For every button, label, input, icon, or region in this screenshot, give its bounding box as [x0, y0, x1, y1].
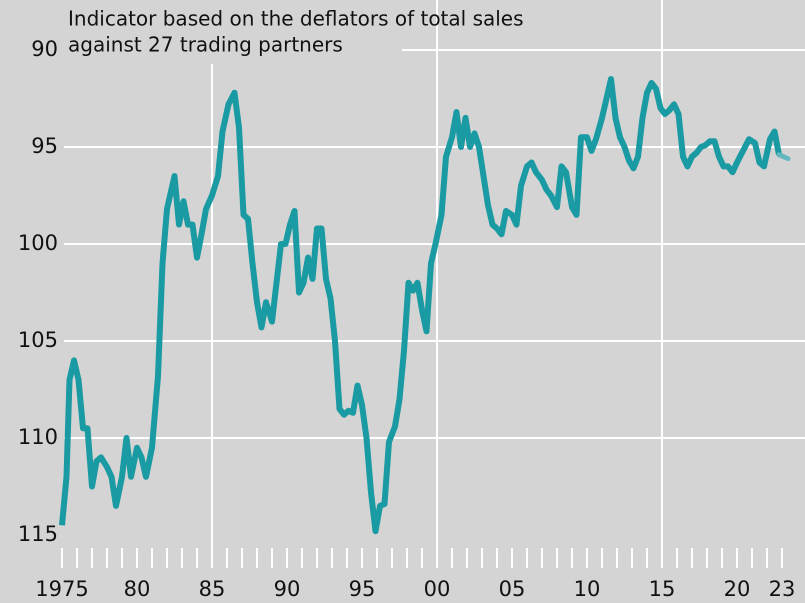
grid: [61, 0, 805, 568]
title-box: [62, 0, 402, 64]
line: [59, 76, 782, 535]
x-tick-label: 20: [724, 577, 751, 601]
chart-title: against 27 trading partners: [68, 33, 343, 57]
y-tick-label: 100: [18, 231, 58, 255]
x-tick-label: 90: [274, 577, 301, 601]
x-tick-label: 05: [499, 577, 526, 601]
y-tick-label: 115: [18, 522, 58, 546]
x-tick-label: 15: [649, 577, 676, 601]
x-tick-label: 1975: [35, 577, 88, 601]
y-tick-label: 95: [31, 134, 58, 158]
y-tick-label: 105: [18, 328, 58, 352]
x-tick-label: 00: [424, 577, 451, 601]
x-tick-label: 95: [349, 577, 376, 601]
x-tick-label: 10: [574, 577, 601, 601]
x-tick-label: 23: [769, 577, 796, 601]
x-tick-label: 85: [199, 577, 226, 601]
x-tick-label: 80: [124, 577, 151, 601]
y-tick-label: 110: [18, 425, 58, 449]
line-segment: [776, 152, 791, 162]
chart-title: Indicator based on the deflators of tota…: [68, 7, 524, 31]
y-tick-label: 90: [31, 37, 58, 61]
